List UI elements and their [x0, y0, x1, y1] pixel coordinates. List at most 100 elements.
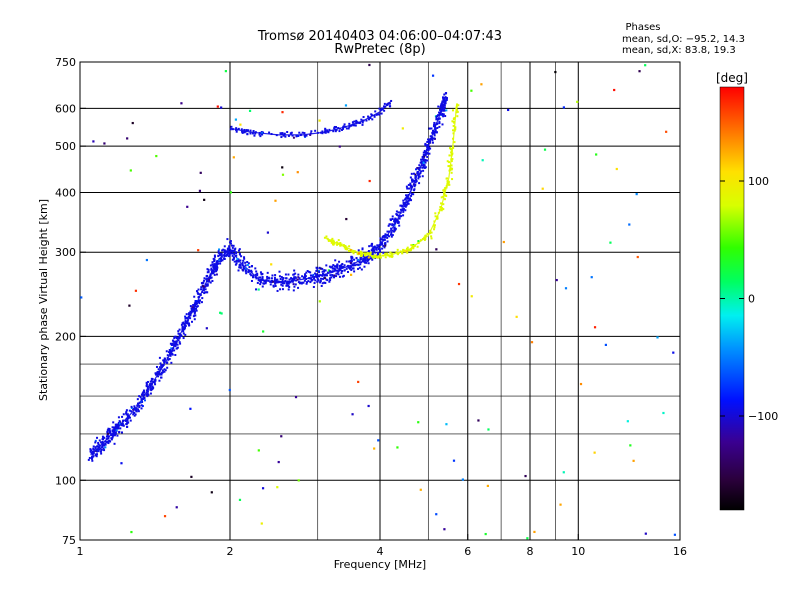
data-point — [168, 349, 171, 352]
data-point — [422, 155, 425, 158]
data-point — [153, 380, 156, 383]
data-point — [237, 269, 240, 272]
data-point — [171, 339, 174, 342]
data-point — [200, 288, 203, 291]
data-point — [358, 261, 361, 264]
noise-point — [644, 532, 647, 535]
noise-point — [368, 179, 371, 183]
data-point — [440, 113, 443, 116]
data-point — [424, 234, 427, 237]
data-point — [379, 243, 382, 246]
data-point — [321, 274, 324, 277]
noise-point — [515, 315, 518, 318]
data-point — [184, 317, 187, 320]
colorbar-unit: [deg] — [716, 71, 748, 85]
data-point — [256, 281, 259, 284]
data-point — [453, 129, 456, 132]
data-point — [140, 400, 143, 403]
data-point — [451, 167, 454, 170]
data-point — [353, 258, 356, 261]
data-point — [364, 259, 367, 262]
data-point — [442, 208, 445, 211]
data-point — [241, 261, 244, 264]
data-point — [449, 147, 452, 150]
data-point — [439, 104, 442, 107]
data-point — [297, 134, 300, 137]
data-point — [284, 280, 287, 283]
data-point — [436, 126, 439, 129]
data-point — [429, 147, 432, 150]
data-point — [305, 282, 308, 285]
data-point — [146, 390, 149, 393]
data-point — [442, 107, 445, 110]
colorbar-tick-label: −100 — [748, 410, 778, 423]
data-point — [403, 203, 406, 206]
data-point — [132, 411, 135, 414]
data-point — [367, 262, 370, 265]
data-point — [401, 208, 404, 211]
noise-point — [92, 140, 95, 143]
data-point — [442, 113, 445, 116]
data-point — [133, 405, 136, 408]
data-point — [456, 108, 459, 111]
data-point — [98, 446, 101, 449]
data-point — [308, 270, 311, 273]
noise-point — [199, 171, 202, 174]
data-point — [126, 413, 129, 416]
data-point — [365, 261, 368, 264]
data-point — [397, 214, 400, 217]
data-point — [291, 134, 294, 137]
data-point — [410, 184, 413, 187]
data-point — [106, 429, 109, 432]
data-point — [195, 303, 198, 306]
data-point — [261, 285, 264, 288]
data-point — [365, 252, 368, 255]
data-point — [406, 187, 409, 190]
data-point — [184, 333, 187, 336]
chart-title: Tromsø 20140403 04:06:00–04:07:43 — [257, 29, 502, 44]
data-point — [401, 250, 404, 253]
data-point — [293, 269, 296, 272]
data-point — [236, 257, 239, 260]
data-point — [106, 430, 109, 433]
data-point — [382, 254, 385, 257]
data-point — [117, 421, 120, 424]
data-point — [423, 149, 426, 152]
noise-point — [281, 173, 285, 176]
data-point — [269, 283, 272, 286]
data-point — [396, 221, 399, 224]
data-point — [426, 140, 429, 143]
data-point — [402, 214, 405, 217]
data-point — [387, 102, 390, 105]
noise-point — [554, 70, 557, 74]
data-point — [353, 270, 356, 273]
data-point — [172, 347, 175, 350]
data-point — [396, 219, 399, 222]
data-point — [98, 448, 101, 451]
noise-point — [656, 336, 659, 339]
data-point — [452, 132, 455, 135]
data-point — [413, 188, 416, 191]
data-point — [102, 447, 105, 450]
data-point — [107, 427, 110, 430]
data-point — [321, 282, 324, 285]
data-point — [136, 402, 139, 405]
data-point — [202, 281, 205, 284]
data-point — [261, 132, 264, 135]
data-point — [115, 425, 118, 428]
data-point — [167, 351, 170, 354]
data-point — [126, 419, 129, 422]
data-point — [324, 282, 327, 285]
data-point — [206, 268, 209, 271]
data-point — [361, 119, 364, 122]
data-point — [116, 423, 119, 426]
data-point — [440, 196, 443, 199]
data-point — [213, 255, 216, 258]
data-point — [449, 168, 452, 171]
data-point — [274, 274, 277, 277]
data-point — [356, 121, 359, 124]
data-point — [391, 229, 394, 232]
data-point — [305, 278, 308, 281]
data-point — [213, 263, 216, 266]
data-point — [209, 274, 212, 277]
